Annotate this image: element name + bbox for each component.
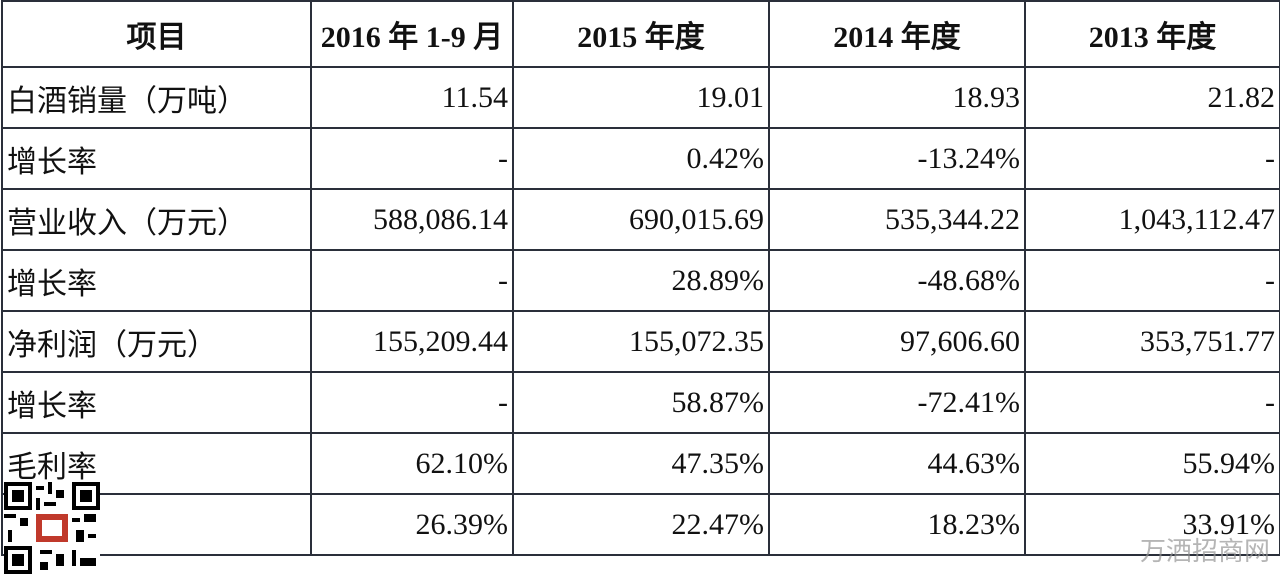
value-cell: - bbox=[1024, 249, 1280, 312]
row-label: 营业收入（万元） bbox=[1, 188, 312, 251]
row-label: 白酒销量（万吨） bbox=[1, 66, 312, 129]
value-cell: 11.54 bbox=[310, 66, 514, 129]
value-cell: -13.24% bbox=[768, 127, 1026, 190]
header-cell: 2016 年 1-9 月 bbox=[310, 0, 514, 68]
table-row: 增长率 -0.42% -13.24% - bbox=[1, 127, 1280, 190]
table-row: 净利率26.39%22.47%18.23%33.91% bbox=[1, 493, 1280, 556]
qr-code bbox=[4, 482, 100, 574]
table-row: 营业收入（万元） 588,086.14 690,015.69 535,344.22 1,… bbox=[1, 188, 1280, 251]
value-cell: - bbox=[310, 249, 514, 312]
value-cell: 47.35% bbox=[512, 432, 770, 495]
value-cell: 26.39% bbox=[310, 493, 514, 556]
value-cell: 21.82 bbox=[1024, 66, 1280, 129]
row-label: 净利润（万元） bbox=[1, 310, 312, 373]
value-cell: 18.93 bbox=[768, 66, 1026, 129]
row-label: 增长率 bbox=[1, 249, 312, 312]
row-label: 增长率 bbox=[1, 371, 312, 434]
value-cell: -72.41% bbox=[768, 371, 1026, 434]
header-row: 项目 2016 年 1-9 月 2015 年度 2014 年度 2013 年度 bbox=[1, 0, 1280, 68]
value-cell: - bbox=[1024, 127, 1280, 190]
value-cell: 22.47% bbox=[512, 493, 770, 556]
row-label: 增长率 bbox=[1, 127, 312, 190]
watermark: 万酒招商网 bbox=[1139, 537, 1270, 567]
table-row: 净利润（万元） 155,209.44 155,072.35 97,606.60 353,… bbox=[1, 310, 1280, 373]
header-cell: 2013 年度 bbox=[1024, 0, 1280, 68]
header-cell: 2015 年度 bbox=[512, 0, 770, 68]
value-cell: 97,606.60 bbox=[768, 310, 1026, 373]
value-cell: 55.94% bbox=[1024, 432, 1280, 495]
value-cell: 62.10% bbox=[310, 432, 514, 495]
data-table: 项目 2016 年 1-9 月 2015 年度 2014 年度 2013 年度 白酒销量… bbox=[1, 0, 1280, 556]
value-cell: -48.68% bbox=[768, 249, 1026, 312]
value-cell: 0.42% bbox=[512, 127, 770, 190]
table-row: 增长率 -58.87% -72.41% - bbox=[1, 371, 1280, 434]
value-cell: 353,751.77 bbox=[1024, 310, 1280, 373]
value-cell: 588,086.14 bbox=[310, 188, 514, 251]
table-row: 增长率 -28.89% -48.68% - bbox=[1, 249, 1280, 312]
value-cell: 535,344.22 bbox=[768, 188, 1026, 251]
header-cell: 项目 bbox=[1, 0, 312, 68]
value-cell: - bbox=[310, 371, 514, 434]
value-cell: 33.91% bbox=[1024, 493, 1280, 556]
value-cell: 1,043,112.47 bbox=[1024, 188, 1280, 251]
table-row: 白酒销量（万吨） 11.54 19.01 18.93 21.82 bbox=[1, 66, 1280, 129]
header-cell: 2014 年度 bbox=[768, 0, 1026, 68]
value-cell: - bbox=[1024, 371, 1280, 434]
value-cell: 18.23% bbox=[768, 493, 1026, 556]
table-body: 白酒销量（万吨） 11.54 19.01 18.93 21.82 增长率 -0.42% -13… bbox=[1, 66, 1280, 556]
table-row: 毛利率 62.10% 47.35% 44.63% 55.94% bbox=[1, 432, 1280, 495]
value-cell: 690,015.69 bbox=[512, 188, 770, 251]
value-cell: 58.87% bbox=[512, 371, 770, 434]
value-cell: 155,209.44 bbox=[310, 310, 514, 373]
value-cell: - bbox=[310, 127, 514, 190]
value-cell: 155,072.35 bbox=[512, 310, 770, 373]
value-cell: 19.01 bbox=[512, 66, 770, 129]
value-cell: 44.63% bbox=[768, 432, 1026, 495]
value-cell: 28.89% bbox=[512, 249, 770, 312]
